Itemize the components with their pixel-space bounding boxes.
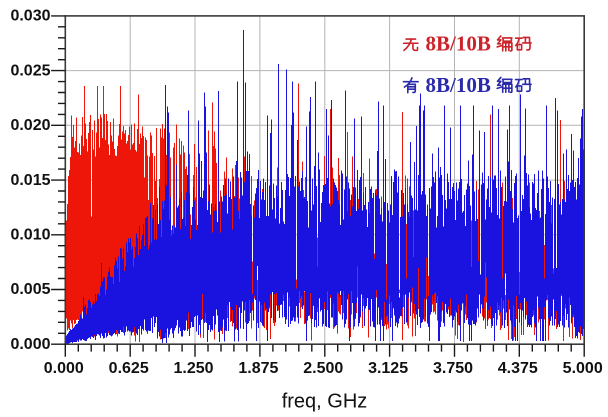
svg-text:0.030: 0.030 <box>10 8 50 25</box>
svg-text:1.250: 1.250 <box>173 360 213 377</box>
svg-text:1.875: 1.875 <box>238 360 278 377</box>
svg-text:0.000: 0.000 <box>10 336 50 353</box>
svg-text:4.375: 4.375 <box>498 360 538 377</box>
svg-text:0.005: 0.005 <box>10 281 50 298</box>
svg-text:0.015: 0.015 <box>10 172 50 189</box>
svg-text:0.020: 0.020 <box>10 117 50 134</box>
svg-text:8B/10B: 8B/10B <box>426 31 491 55</box>
svg-text:3.750: 3.750 <box>433 360 473 377</box>
svg-text:5.000: 5.000 <box>563 360 603 377</box>
svg-text:0.010: 0.010 <box>10 227 50 244</box>
svg-text:0.625: 0.625 <box>109 360 149 377</box>
svg-text:freq, GHz: freq, GHz <box>282 391 368 413</box>
svg-text:2.500: 2.500 <box>303 360 343 377</box>
svg-text:8B/10B: 8B/10B <box>426 73 491 97</box>
svg-text:0.025: 0.025 <box>10 62 50 79</box>
svg-text:3.125: 3.125 <box>368 360 408 377</box>
svg-text:0.000: 0.000 <box>44 360 84 377</box>
